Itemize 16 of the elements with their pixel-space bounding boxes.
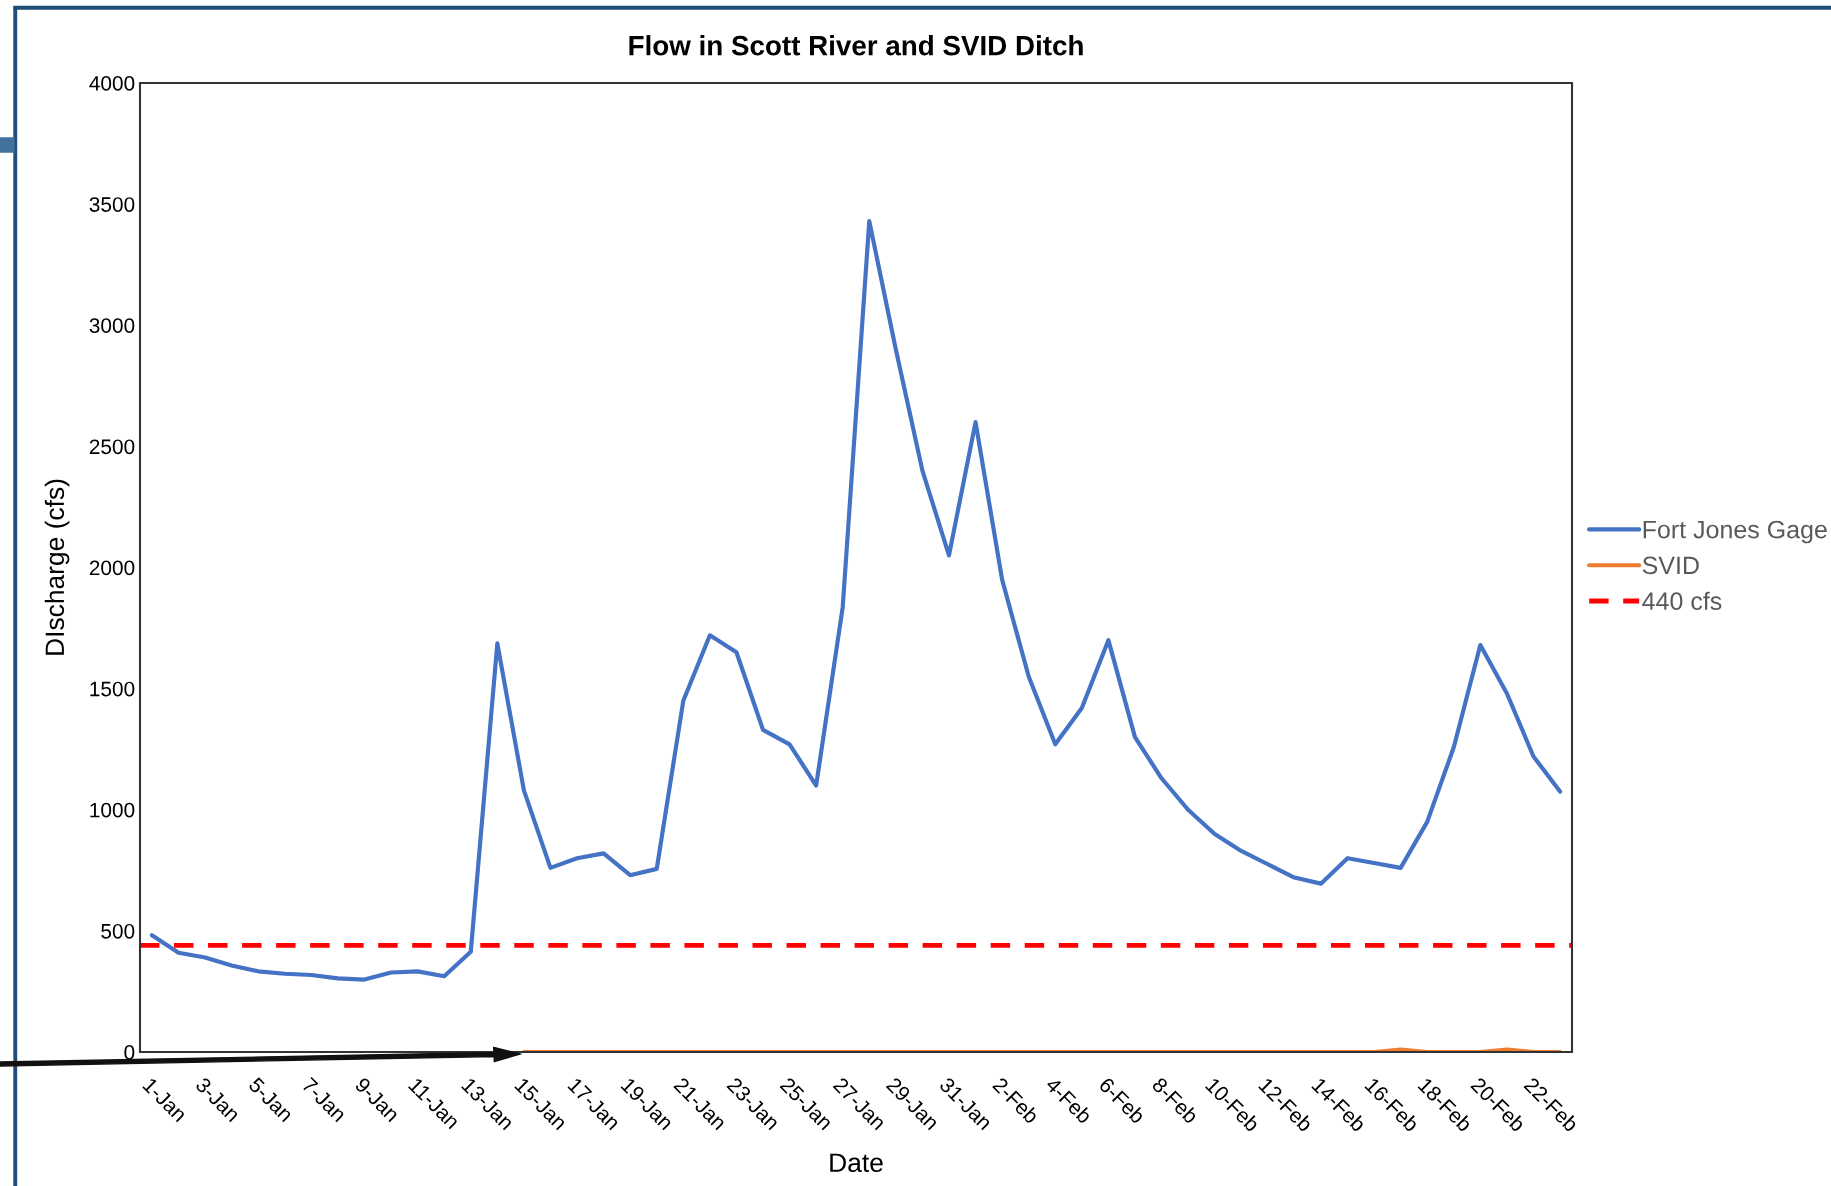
y-tick-label: 1000 — [90, 802, 135, 818]
y-tick-label: 0 — [124, 1045, 135, 1060]
legend-label: 440 cfs — [1642, 591, 1722, 611]
y-tick-label: 3500 — [89, 197, 135, 212]
chart-title: Flow in Scott River and SVID Ditch — [629, 35, 1083, 56]
y-axis-title: DIscharge (cfs) — [44, 479, 70, 655]
y-tick-label: 1500 — [90, 681, 135, 697]
y-tick-label: 2000 — [89, 560, 135, 576]
legend-label: SVID — [1642, 556, 1699, 575]
legend-label: Fort Jones Gage — [1643, 520, 1827, 544]
y-tick-label: 2500 — [89, 439, 135, 455]
y-tick-label: 3000 — [89, 318, 135, 333]
x-axis-title: Date — [830, 1153, 883, 1173]
line-series — [149, 218, 1563, 982]
y-tick-label: 4000 — [89, 76, 135, 91]
y-tick-label: 500 — [101, 923, 135, 939]
